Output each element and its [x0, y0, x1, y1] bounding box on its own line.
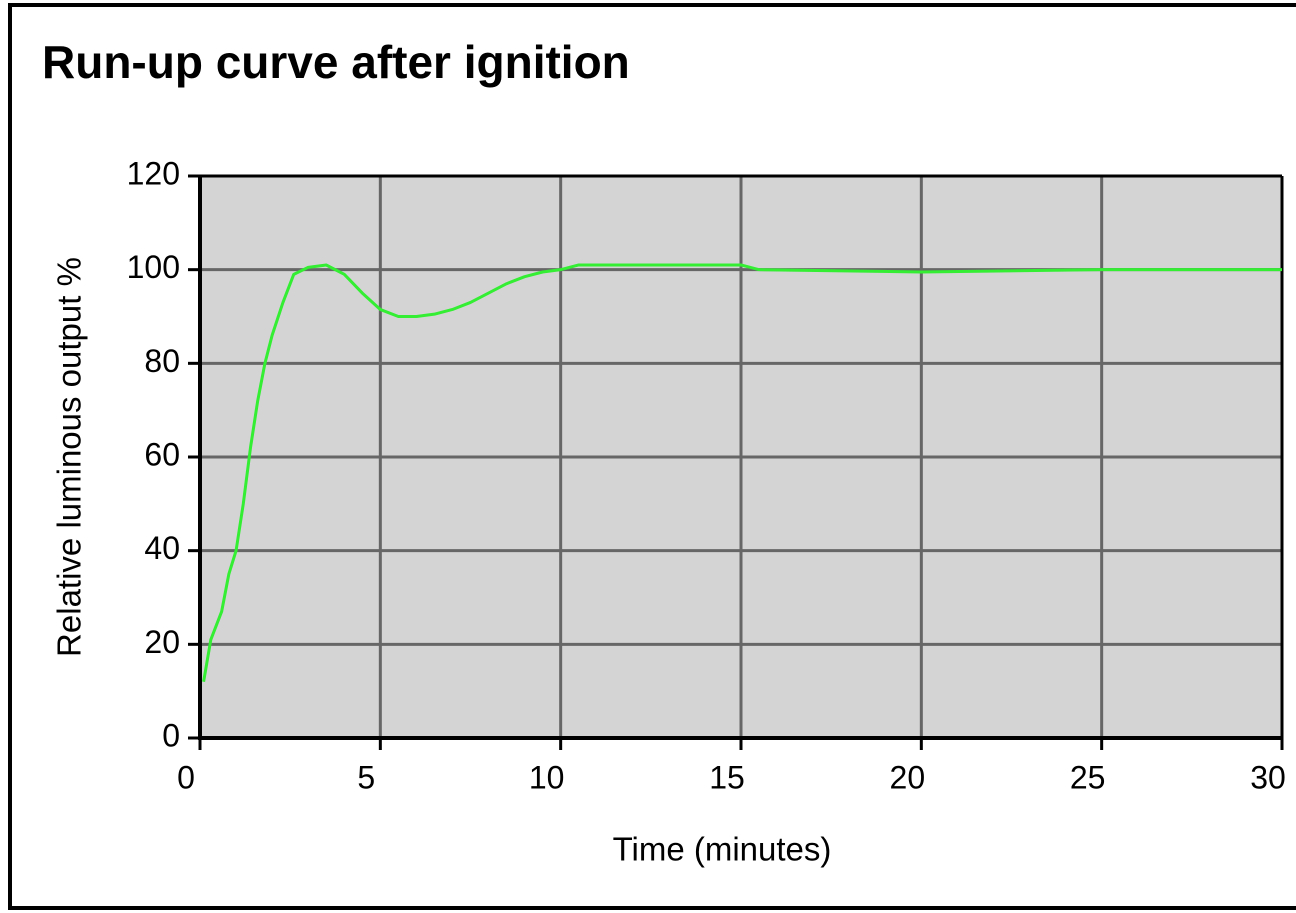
x-axis-label: Time (minutes): [613, 831, 832, 868]
y-tick-label: 80: [144, 343, 180, 379]
y-tick-label: 20: [144, 624, 180, 660]
x-tick-label: 0: [177, 759, 195, 795]
x-tick-label: 5: [357, 759, 375, 795]
x-tick-label: 30: [1250, 759, 1286, 795]
chart-title: Run-up curve after ignition: [42, 36, 630, 88]
x-tick-label: 25: [1070, 759, 1106, 795]
y-tick-label: 120: [127, 155, 180, 191]
x-tick-label: 10: [529, 759, 565, 795]
data-line: [202, 263, 1282, 683]
y-tick-label: 40: [144, 530, 180, 566]
x-tick-label: 15: [709, 759, 745, 795]
x-tick-label: 20: [890, 759, 926, 795]
y-tick-label: 100: [127, 249, 180, 285]
y-tick-label: 60: [144, 436, 180, 472]
y-tick-label: 0: [162, 717, 180, 753]
y-axis-label: Relative luminous output %: [51, 257, 88, 657]
